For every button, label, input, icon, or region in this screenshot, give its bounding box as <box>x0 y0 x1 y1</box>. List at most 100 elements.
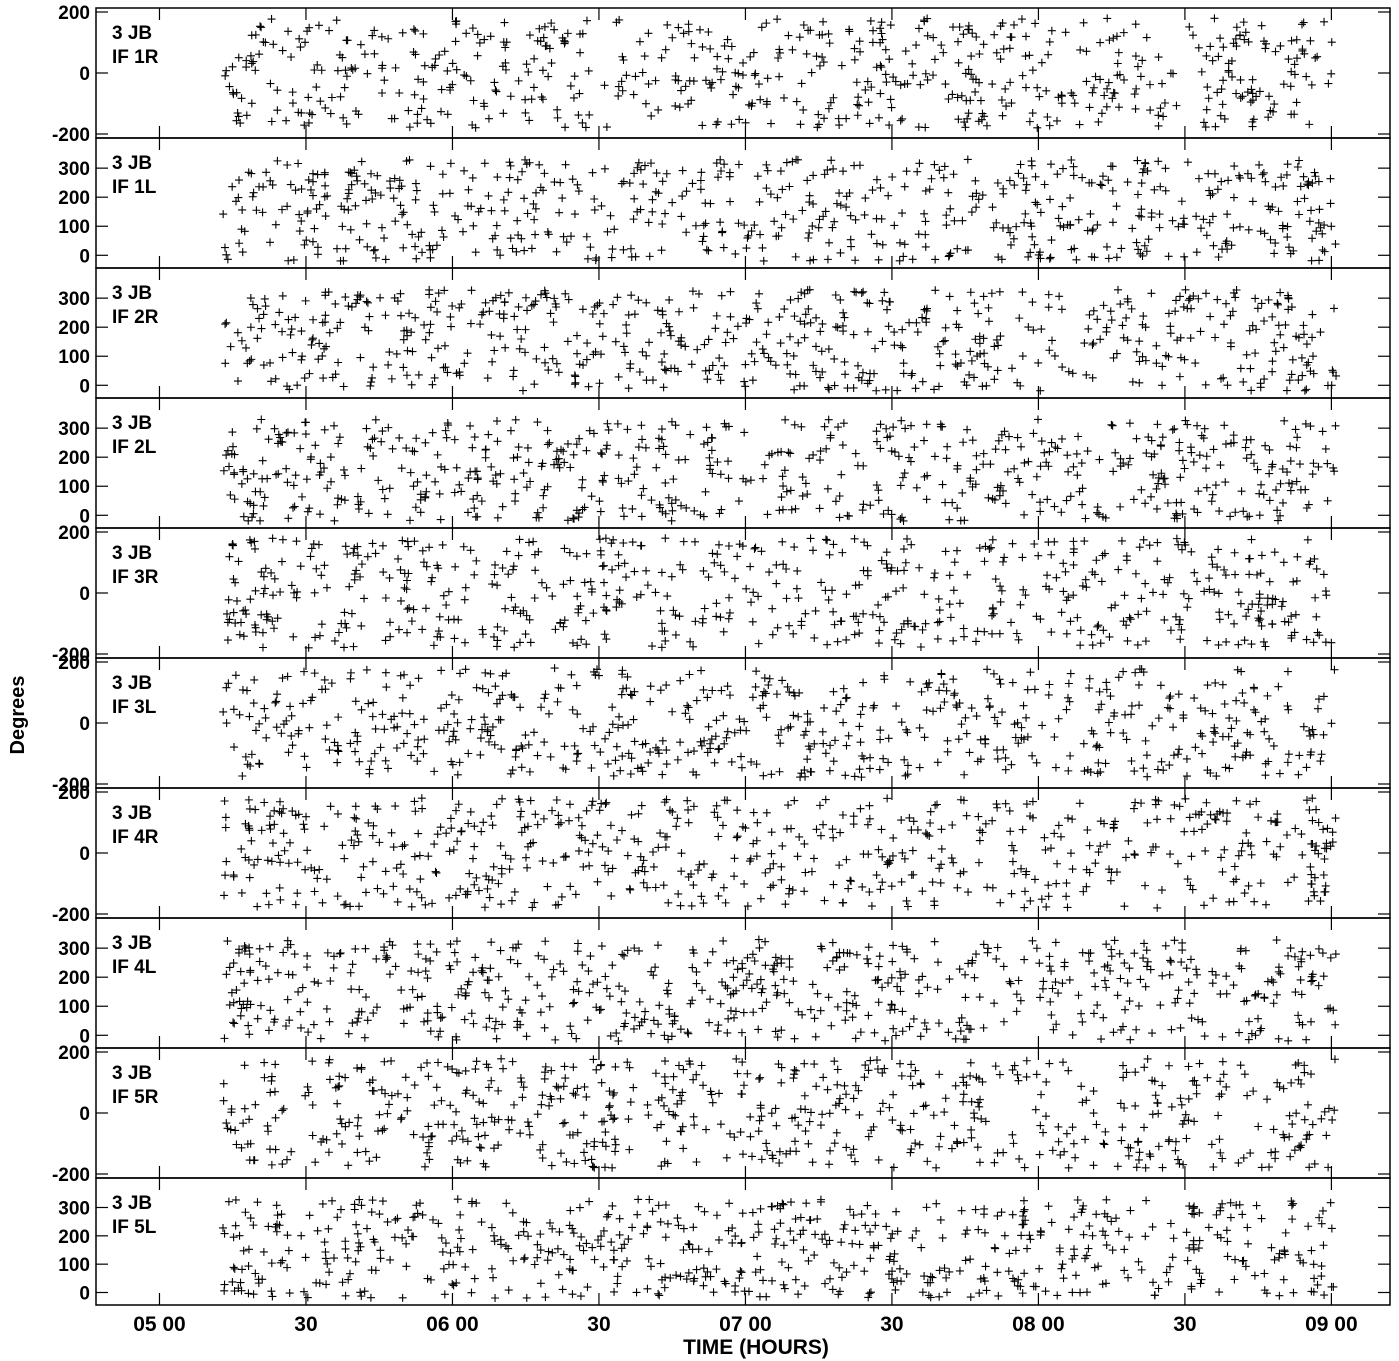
data-point <box>1087 252 1096 261</box>
data-point <box>692 696 701 705</box>
data-point <box>864 98 873 107</box>
data-point <box>243 760 252 769</box>
data-point <box>714 891 723 900</box>
data-point <box>824 415 833 424</box>
data-point <box>341 619 350 628</box>
data-point <box>346 674 355 683</box>
data-point <box>1320 855 1329 864</box>
data-point <box>528 903 537 912</box>
data-point <box>294 159 303 168</box>
data-point <box>775 45 784 54</box>
data-point <box>878 240 887 249</box>
data-point <box>677 341 686 350</box>
data-point <box>627 754 636 763</box>
data-point <box>501 343 510 352</box>
data-point <box>618 52 627 61</box>
y-tick-label: 200 <box>58 3 90 24</box>
data-point <box>1094 621 1103 630</box>
data-point <box>679 537 688 546</box>
data-point <box>387 828 396 837</box>
data-point <box>402 585 411 594</box>
data-point <box>1254 614 1263 623</box>
data-point <box>636 590 645 599</box>
data-point <box>1307 256 1316 265</box>
data-point <box>836 700 845 709</box>
data-point <box>690 53 699 62</box>
data-point <box>618 86 627 95</box>
data-point <box>1268 620 1277 629</box>
data-point <box>1194 174 1203 183</box>
data-point <box>992 218 1001 227</box>
data-point <box>543 882 552 891</box>
data-point <box>992 800 1001 809</box>
data-point <box>774 231 783 240</box>
data-point <box>447 824 456 833</box>
data-point <box>407 751 416 760</box>
data-point <box>594 671 603 680</box>
data-point <box>950 689 959 698</box>
data-point <box>565 816 574 825</box>
data-point <box>667 499 676 508</box>
data-point <box>1118 321 1127 330</box>
data-point <box>402 157 411 166</box>
data-point <box>784 724 793 733</box>
data-point <box>857 376 866 385</box>
data-point <box>1227 724 1236 733</box>
data-point <box>1221 571 1230 580</box>
panel-station-label: 3 JB <box>112 933 152 954</box>
data-point <box>1106 307 1115 316</box>
data-point <box>760 460 769 469</box>
data-point <box>1041 845 1050 854</box>
data-point <box>762 808 771 817</box>
data-point <box>696 176 705 185</box>
data-point <box>1287 634 1296 643</box>
data-point <box>980 359 989 368</box>
data-point <box>525 31 534 40</box>
data-point <box>478 630 487 639</box>
data-point <box>800 333 809 342</box>
data-point <box>560 742 569 751</box>
data-point <box>1150 185 1159 194</box>
data-point <box>363 242 372 251</box>
data-point <box>782 824 791 833</box>
data-point <box>858 702 867 711</box>
data-point <box>1160 575 1169 584</box>
data-point <box>1210 169 1219 178</box>
data-point <box>809 450 818 459</box>
data-point <box>764 353 773 362</box>
data-point <box>1261 44 1270 53</box>
data-point <box>733 552 742 561</box>
data-point <box>975 544 984 553</box>
data-point <box>945 515 954 524</box>
data-point <box>1145 541 1154 550</box>
y-tick-label: 200 <box>58 523 90 544</box>
data-point <box>491 471 500 480</box>
data-point <box>255 719 264 728</box>
data-point <box>950 691 959 700</box>
data-point <box>261 564 270 573</box>
data-point <box>381 756 390 765</box>
data-point <box>231 578 240 587</box>
data-point <box>794 712 803 721</box>
data-point <box>949 858 958 867</box>
data-point <box>872 239 881 248</box>
data-point <box>837 61 846 70</box>
data-point <box>466 76 475 85</box>
data-point <box>552 447 561 456</box>
data-point <box>1227 241 1236 250</box>
data-point <box>246 51 255 60</box>
data-point <box>484 688 493 697</box>
data-point <box>669 606 678 615</box>
data-point <box>874 639 883 648</box>
data-point <box>1047 26 1056 35</box>
data-point <box>531 810 540 819</box>
data-point <box>939 173 948 182</box>
data-point <box>678 565 687 574</box>
data-point <box>922 706 931 715</box>
data-point <box>1308 794 1317 803</box>
data-point <box>1093 508 1102 517</box>
data-point <box>756 230 765 239</box>
data-point <box>334 358 343 367</box>
data-point <box>777 875 786 884</box>
data-point <box>462 72 471 81</box>
